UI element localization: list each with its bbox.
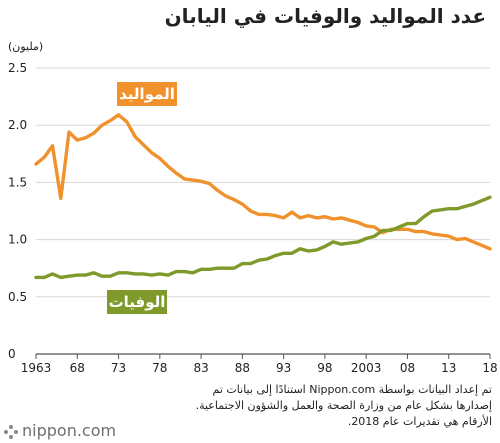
logo-text: nippon.com (22, 421, 117, 440)
deaths-series-label: الوفيات (109, 293, 166, 311)
x-tick-label: 78 (152, 361, 167, 375)
line-chart: 0 0.5 1.0 1.5 2.0 2.5 1963 68 73 78 83 88 93 98 2003 08… (8, 61, 498, 375)
births-series-label: المواليد (119, 85, 175, 103)
x-tick-label: 08 (400, 361, 415, 375)
y-tick-label: 0 (8, 347, 16, 361)
y-tick-label: 2.0 (8, 118, 27, 132)
deaths-label-box (107, 290, 167, 314)
source-note: تم إعداد البيانات بواسطة Nippon.com استن… (195, 383, 492, 428)
x-tick-label: 93 (276, 361, 291, 375)
x-tick-label: 2003 (351, 361, 382, 375)
logo-dots-icon (4, 424, 18, 439)
x-tick-label: 13 (441, 361, 456, 375)
x-tick-label: 88 (235, 361, 250, 375)
x-tick-label: 68 (70, 361, 85, 375)
x-tick-label: 73 (111, 361, 126, 375)
y-tick-label: 2.5 (8, 61, 27, 75)
nippon-logo: nippon.com (4, 421, 116, 440)
y-unit-label: (مليون) (8, 40, 44, 53)
x-tick-label: 98 (317, 361, 332, 375)
chart-title: عدد المواليد والوفيات في اليابان (164, 4, 486, 28)
x-tick-label: 18 (482, 361, 497, 375)
x-tick-label: 83 (193, 361, 208, 375)
births-label-box (117, 82, 177, 106)
births-line (34, 113, 492, 251)
y-tick-label: 1.5 (8, 175, 27, 189)
y-tick-label: 0.5 (8, 290, 27, 304)
x-tick-label: 1963 (21, 361, 52, 375)
deaths-line (34, 195, 492, 280)
y-tick-label: 1.0 (8, 233, 27, 247)
